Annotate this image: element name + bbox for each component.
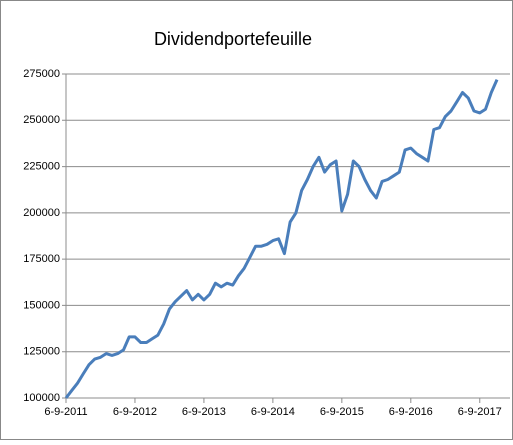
x-tick-label: 6-9-2014 [251, 406, 295, 418]
y-tick-label: 275000 [23, 68, 60, 80]
y-tick-label: 150000 [23, 299, 60, 311]
chart-title: Dividendportefeuille [154, 29, 312, 49]
x-tick-label: 6-9-2013 [182, 406, 226, 418]
y-tick-label: 250000 [23, 114, 60, 126]
x-tick-label: 6-9-2016 [389, 406, 433, 418]
y-tick-label: 175000 [23, 253, 60, 265]
x-tick-label: 6-9-2011 [44, 406, 87, 418]
x-tick-label: 6-9-2012 [113, 406, 157, 418]
x-tick-label: 6-9-2017 [458, 406, 502, 418]
y-tick-label: 225000 [23, 160, 60, 172]
y-tick-label: 125000 [23, 346, 60, 358]
x-tick-label: 6-9-2015 [320, 406, 364, 418]
y-tick-label: 200000 [23, 207, 60, 219]
data-line [64, 78, 499, 399]
y-tick-label: 100000 [23, 392, 60, 404]
